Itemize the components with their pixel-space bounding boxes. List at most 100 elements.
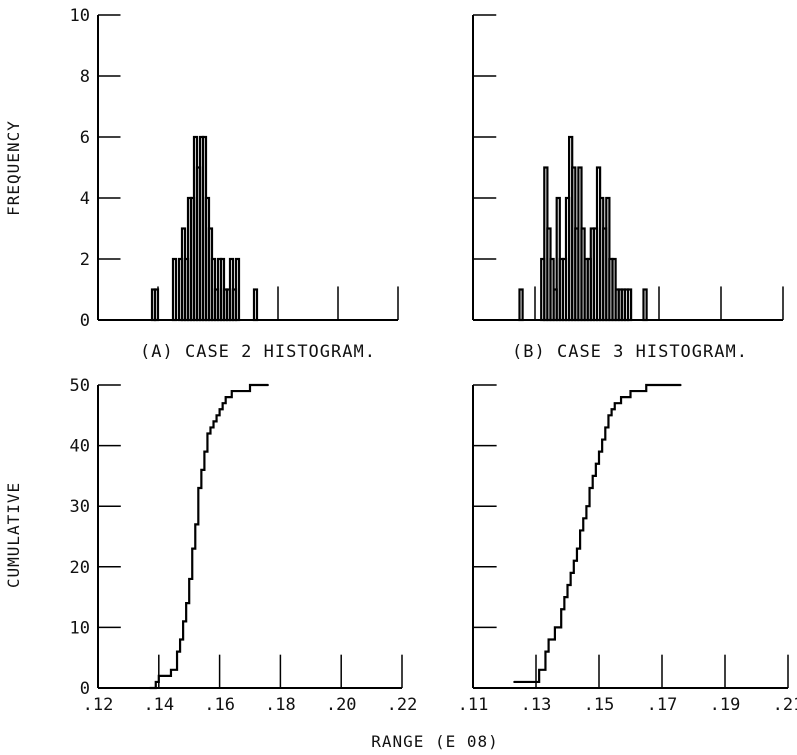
cumulative-point [601,438,603,441]
cumulative-point [197,487,200,489]
x-tick-label: .22 [387,695,418,715]
y-tick-label: 6 [80,128,90,148]
cumulative-point [191,547,194,550]
cumulative-point [544,650,547,653]
cumulative-point [215,414,218,417]
cumulative-point [645,384,648,386]
cumulative-point [588,487,591,489]
panel-case-3-cumulative: .11 .13 .15 .17 .19 .21 [458,383,797,715]
cumulative-point [535,681,537,683]
y-tick-label: 10 [70,618,90,638]
cumulative-point [582,517,585,520]
x-tick-label: .13 [521,695,552,715]
cumulative-point [566,584,569,586]
cumulative-point [636,390,638,392]
cumulative-point [610,408,613,411]
cumulative-point [569,572,572,574]
cumulative-point [240,390,242,392]
x-tick-label: .14 [143,695,174,715]
x-tick-label: .21 [773,695,797,715]
y-tick-label: 0 [80,311,90,331]
x-tick-label: .18 [265,695,296,715]
x-axis-label: RANGE (E 08) [371,732,499,751]
cumulative-point [563,596,566,598]
y-tick-label: 10 [70,6,90,26]
y-axis-label-frequency: FREQUENCY [4,120,23,216]
cumulative-point [234,390,236,392]
cumulative-point [206,432,209,435]
cumulative-point [538,669,540,671]
caption-case-2: (A) CASE 2 HISTOGRAM. [140,342,376,362]
cumulative-point [237,390,239,392]
y-tick-label: 8 [80,67,90,87]
y-tick-label: 30 [70,497,90,517]
cumulative-point [258,384,260,386]
histogram-bar [252,288,259,322]
cumulative-point [203,450,206,453]
panel-case-2-cumulative: 0 10 20 30 40 50 .12 .14 .16 .18 .20 .22 [70,376,418,715]
cumulative-point [249,384,251,386]
y-tick-label: 4 [80,189,90,209]
cumulative-point [623,396,625,398]
panel-case-3-histogram [472,14,784,322]
cumulative-point [620,396,622,398]
cumulative-point [148,687,151,689]
y-axis-label-cumulative: CUMULATIVE [4,482,23,588]
cumulative-point [185,602,187,604]
cumulative-point [188,578,190,580]
cumulative-point [170,669,172,671]
x-tick-label: .17 [647,695,678,715]
cumulative-step-line [513,383,681,684]
cumulative-point [218,408,221,411]
x-tick-label: .11 [458,695,489,715]
cumulative-point [158,675,160,677]
histogram-bar [518,288,524,322]
cumulative-point [613,402,616,404]
y-tick-label: 20 [70,558,90,578]
cumulative-point [513,681,515,683]
histogram-bar [626,288,633,322]
cumulative-point [176,650,178,653]
y-tick-label: 2 [80,250,90,270]
cumulative-point [591,475,594,477]
cumulative-point [585,505,588,508]
cumulative-point [576,547,578,550]
cumulative-point [667,384,670,386]
cumulative-point [200,469,203,471]
x-tick-label: .20 [326,695,357,715]
cumulative-point [267,384,270,386]
y-tick-label: 50 [70,376,90,396]
cumulative-point [164,675,166,677]
cumulative-point [617,402,619,404]
cumulative-point [227,396,230,398]
cumulative-point [629,390,632,392]
y-tick-label: 0 [80,679,90,699]
histogram-bar [171,257,178,322]
histogram-bar [234,257,241,322]
x-tick-label: .19 [710,695,741,715]
cumulative-point [554,626,556,629]
cumulative-point [182,620,184,623]
histogram-bar [642,288,648,322]
x-tick-label: .15 [584,695,615,715]
cumulative-point [230,390,233,392]
cumulative-point [209,426,212,429]
panel-case-2-histogram: 0 2 4 6 8 10 [70,6,399,331]
cumulative-point [560,608,562,611]
cumulative-point [595,462,597,465]
caption-case-3: (B) CASE 3 HISTOGRAM. [512,342,748,362]
cumulative-point [547,638,550,641]
cumulative-point [607,414,610,417]
cumulative-point [654,384,657,386]
cumulative-point [573,559,575,562]
cumulative-point [224,396,227,398]
y-tick-label: 40 [70,437,90,457]
cumulative-point [604,426,607,429]
x-tick-label: .16 [204,695,235,715]
cumulative-step-line [149,383,269,690]
cumulative-point [598,450,600,453]
cumulative-point [194,523,197,526]
histogram-bar [153,288,160,322]
cumulative-point [212,420,215,423]
